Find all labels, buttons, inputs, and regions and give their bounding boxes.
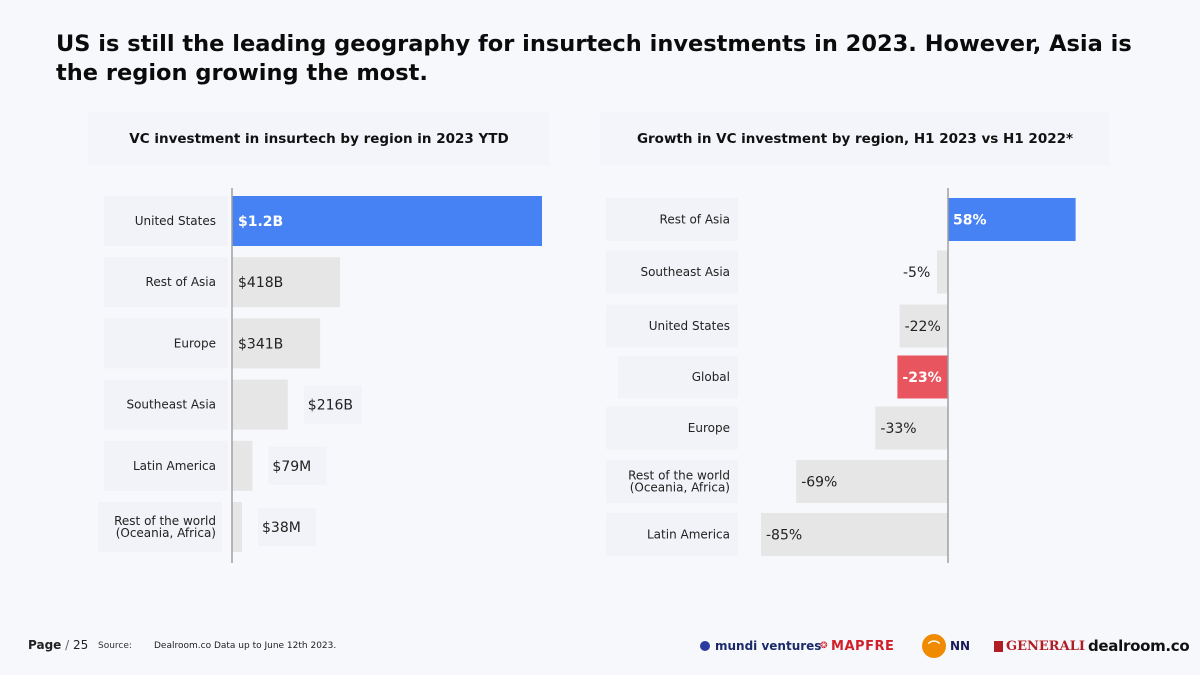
right-value-label-0: 58% bbox=[953, 213, 987, 229]
left-category-label-3: Southeast Asia bbox=[126, 398, 216, 412]
right-category-label-5: Rest of the world (Oceania, Africa) bbox=[628, 469, 730, 495]
page-separator: / bbox=[65, 638, 70, 652]
right-category-label-1-bg bbox=[606, 250, 738, 294]
dealroom-logo: dealroom.co bbox=[1088, 634, 1190, 658]
right-category-label-1: Southeast Asia bbox=[640, 265, 730, 279]
page-indicator: Page / 25 bbox=[28, 638, 88, 652]
left-value-label-0: $1.2B bbox=[238, 214, 283, 230]
left-value-label-4: $79M bbox=[272, 459, 311, 475]
left-value-label-bg-4 bbox=[268, 446, 327, 485]
right-value-label-5: -69% bbox=[801, 475, 837, 491]
left-value-label-bg-5 bbox=[258, 508, 316, 546]
mundi-mark-icon bbox=[700, 641, 710, 651]
right-category-label-2: United States bbox=[649, 319, 730, 333]
right-category-label-5-bg bbox=[606, 460, 738, 503]
right-value-label-1: -5% bbox=[903, 265, 930, 281]
left-category-label-4-bg bbox=[104, 440, 228, 491]
right-bar-0 bbox=[948, 198, 1076, 241]
left-bar-2 bbox=[232, 318, 321, 369]
left-bar-0 bbox=[232, 196, 542, 246]
left-value-label-2: $341B bbox=[238, 336, 283, 352]
left-category-label-0: United States bbox=[135, 214, 216, 228]
left-category-label-2-bg bbox=[104, 318, 228, 369]
mapfre-logo: ❂ MAPFRE bbox=[820, 634, 894, 658]
left-category-label-4: Latin America bbox=[133, 459, 216, 473]
right-bar-3 bbox=[897, 355, 948, 399]
left-value-label-3: $216B bbox=[308, 398, 353, 414]
left-bar-4 bbox=[232, 440, 253, 491]
generali-logo: GENERALI bbox=[994, 634, 1085, 658]
right-bar-5 bbox=[796, 460, 948, 503]
left-category-label-0-bg bbox=[104, 196, 228, 246]
nn-logo-text: NN bbox=[950, 639, 971, 653]
left-category-label-3-bg bbox=[104, 379, 228, 430]
right-bar-6 bbox=[761, 513, 948, 556]
left-bar-5 bbox=[232, 502, 242, 552]
left-bar-3 bbox=[232, 379, 288, 430]
nn-logo: ⌒ NN bbox=[922, 634, 970, 658]
left-value-label-bg-3 bbox=[303, 385, 362, 424]
left-chart-title: VC investment in insurtech by region in … bbox=[88, 112, 550, 166]
right-category-label-0-bg bbox=[606, 198, 738, 241]
mundi-logo-text: mundi ventures bbox=[715, 639, 822, 653]
mundi-ventures-logo: mundi ventures bbox=[700, 634, 821, 658]
right-category-label-0: Rest of Asia bbox=[660, 213, 730, 227]
left-category-label-1: Rest of Asia bbox=[146, 275, 216, 289]
right-bar-1 bbox=[937, 250, 948, 294]
left-category-label-1-bg bbox=[104, 257, 228, 308]
right-value-label-4: -33% bbox=[880, 421, 916, 437]
left-category-label-5: Rest of the world (Oceania, Africa) bbox=[114, 514, 216, 540]
dealroom-logo-text: dealroom.co bbox=[1088, 637, 1190, 655]
right-bar-2 bbox=[899, 304, 948, 348]
right-category-label-3: Global bbox=[692, 370, 730, 384]
right-value-label-6: -85% bbox=[766, 528, 802, 544]
mapfre-mark-icon: ❂ bbox=[820, 641, 829, 651]
right-chart-title: Growth in VC investment by region, H1 20… bbox=[600, 112, 1110, 166]
right-value-label-3: -23% bbox=[902, 370, 941, 386]
source-label: Source: bbox=[98, 641, 132, 651]
right-bar-4 bbox=[875, 406, 948, 450]
generali-logo-text: GENERALI bbox=[1006, 638, 1085, 654]
generali-lion-icon bbox=[994, 640, 1003, 652]
right-category-label-4: Europe bbox=[688, 421, 730, 435]
page-title: US is still the leading geography for in… bbox=[56, 31, 1132, 86]
right-category-label-3-bg bbox=[618, 355, 738, 399]
right-category-label-6: Latin America bbox=[647, 528, 730, 542]
right-value-label-2: -22% bbox=[905, 319, 941, 335]
page-number: 25 bbox=[73, 638, 89, 652]
charts-canvas: United States $1.2B Rest of Asia $418B Europ… bbox=[98, 188, 1076, 563]
mapfre-logo-text: MAPFRE bbox=[831, 638, 895, 654]
source-text: Dealroom.co Data up to June 12th 2023. bbox=[154, 641, 337, 651]
right-category-label-2-bg bbox=[606, 304, 738, 348]
left-category-label-5-bg bbox=[98, 502, 222, 552]
left-bar-1 bbox=[232, 257, 340, 308]
left-value-label-5: $38M bbox=[262, 520, 301, 536]
left-category-label-2: Europe bbox=[174, 336, 216, 350]
left-value-label-1: $418B bbox=[238, 275, 283, 291]
right-category-label-6-bg bbox=[606, 513, 738, 556]
page-label: Page bbox=[28, 638, 62, 652]
right-category-label-4-bg bbox=[606, 406, 738, 450]
nn-mark-icon: ⌒ bbox=[922, 634, 946, 658]
